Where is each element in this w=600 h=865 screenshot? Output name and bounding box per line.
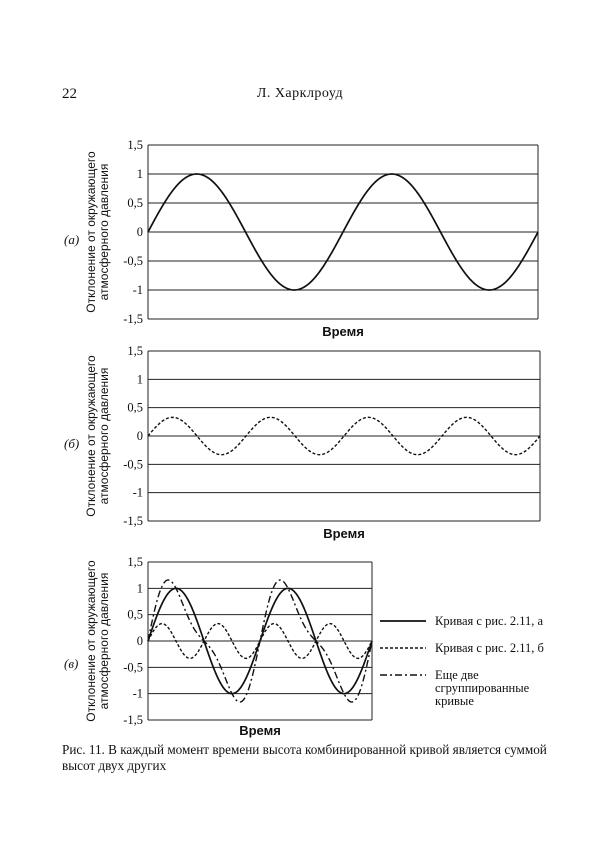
y-tick-label: -0,5 — [123, 254, 143, 268]
series-line-solid — [147, 173, 539, 291]
y-tick-label: -1 — [133, 283, 143, 297]
y-axis-label: Отклонение от окружающегоатмосферного да… — [84, 151, 111, 313]
y-tick-label: -0,5 — [123, 457, 143, 471]
panel-label: (а) — [64, 232, 79, 247]
y-tick-label: 0,5 — [127, 401, 143, 415]
series-line-dashdot — [147, 579, 373, 703]
y-tick-label: 1 — [137, 167, 143, 181]
y-axis-label: Отклонение от окружающегоатмосферного да… — [84, 560, 111, 722]
series-line-dashed — [147, 622, 373, 660]
page-number: 22 — [62, 86, 77, 102]
y-tick-label: -1,5 — [123, 312, 143, 326]
legend-label: Кривая с рис. 2.11, б — [435, 641, 544, 655]
y-tick-label: 1,5 — [127, 138, 143, 152]
y-tick-label: 1 — [137, 372, 143, 386]
y-tick-label: 1,5 — [127, 555, 143, 569]
y-tick-label: -1,5 — [123, 713, 143, 727]
y-tick-label: 0 — [137, 225, 143, 239]
y-tick-label: -1 — [133, 486, 143, 500]
chart-panel-2: 1,5 1 0,5 0 -0,5 -1 -1,5 Время Отклонение от окр… — [64, 344, 541, 541]
legend-label: Кривая с рис. 2.11, а — [435, 614, 544, 628]
figure-caption: Рис. 11. В каждый момент времени высота … — [62, 742, 547, 773]
y-tick-label: -0,5 — [123, 660, 143, 674]
chart-panel-1: 1,5 1 0,5 0 -0,5 -1 -1,5 Время Отклонение от окр… — [64, 138, 539, 339]
y-tick-label: -1 — [133, 687, 143, 701]
y-tick-label: 0,5 — [127, 608, 143, 622]
chart-panel-3: 1,5 1 0,5 0 -0,5 -1 -1,5 Время Отклонение от окр… — [64, 555, 544, 738]
y-tick-label: 1,5 — [127, 344, 143, 358]
y-tick-label: 0 — [137, 429, 143, 443]
legend: Кривая с рис. 2.11, а Кривая с рис. 2.11,… — [380, 614, 544, 708]
panel-label: (б) — [64, 436, 79, 451]
y-tick-label: 1 — [137, 581, 143, 595]
y-axis-label: Отклонение от окружающегоатмосферного да… — [84, 355, 111, 517]
series-line-dashed — [147, 416, 541, 456]
panel-label: (в) — [64, 656, 78, 671]
y-tick-label: 0,5 — [127, 196, 143, 210]
y-tick-label: -1,5 — [123, 514, 143, 528]
y-tick-label: 0 — [137, 634, 143, 648]
running-head: Л. Харклроуд — [256, 86, 344, 101]
x-axis-label: Время — [239, 723, 281, 738]
legend-label: Еще две сгруппированные кривые — [435, 668, 530, 708]
x-axis-label: Время — [323, 526, 365, 541]
x-axis-label: Время — [322, 324, 364, 339]
